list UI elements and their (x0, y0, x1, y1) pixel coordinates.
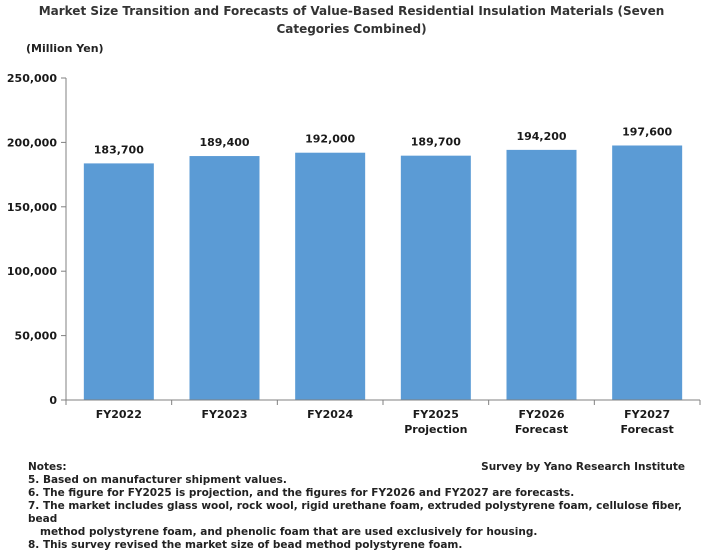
note-item: 7. The market includes glass wool, rock … (28, 500, 683, 525)
bar-fy2027 (612, 145, 683, 400)
y-tick-label: 150,000 (7, 201, 57, 214)
note-item: method polystyrene foam, and phenolic fo… (40, 526, 538, 538)
y-tick-label: 200,000 (7, 136, 57, 149)
note-item: 5. Based on manufacturer shipment values… (28, 474, 287, 486)
x-tick-sublabel: Projection (404, 423, 467, 436)
bar-fy2023 (189, 156, 260, 400)
y-tick-label: 250,000 (7, 72, 57, 85)
y-tick-label: 50,000 (15, 330, 58, 343)
data-label: 194,200 (516, 130, 566, 143)
bar-chart: 183,700 FY2022 189,400 FY2023 192,000 FY2024 1… (7, 72, 701, 436)
note-item: 6. The figure for FY2025 is projection, … (28, 487, 575, 499)
data-label: 197,600 (622, 125, 672, 138)
bar-fy2026 (506, 149, 577, 400)
data-label: 183,700 (94, 143, 144, 156)
source-credit: Survey by Yano Research Institute (481, 461, 685, 473)
x-tick-label: FY2025 (413, 408, 459, 421)
x-tick-sublabel: Forecast (621, 423, 674, 436)
chart-title: Market Size Transition and Forecasts of … (38, 4, 665, 36)
notes-heading: Notes: (28, 461, 67, 473)
data-label: 189,400 (199, 136, 249, 149)
notes-block: Notes: 5. Based on manufacturer shipment… (28, 461, 688, 552)
y-tick-label: 0 (49, 394, 57, 407)
y-tick-label: 100,000 (7, 265, 57, 278)
x-tick-label: FY2026 (518, 408, 564, 421)
bar-fy2024 (295, 152, 366, 400)
bar-fy2022 (83, 163, 154, 400)
x-tick-label: FY2023 (201, 408, 247, 421)
data-label: 192,000 (305, 133, 355, 146)
x-tick-label: FY2027 (624, 408, 670, 421)
x-tick-label: FY2022 (96, 408, 142, 421)
x-tick-sublabel: Forecast (515, 423, 568, 436)
data-label: 189,700 (411, 136, 461, 149)
x-tick-label: FY2024 (307, 408, 353, 421)
note-item: 8. This survey revised the market size o… (28, 539, 463, 551)
bar-fy2025 (400, 155, 471, 400)
y-axis-unit-label: (Million Yen) (26, 42, 104, 55)
